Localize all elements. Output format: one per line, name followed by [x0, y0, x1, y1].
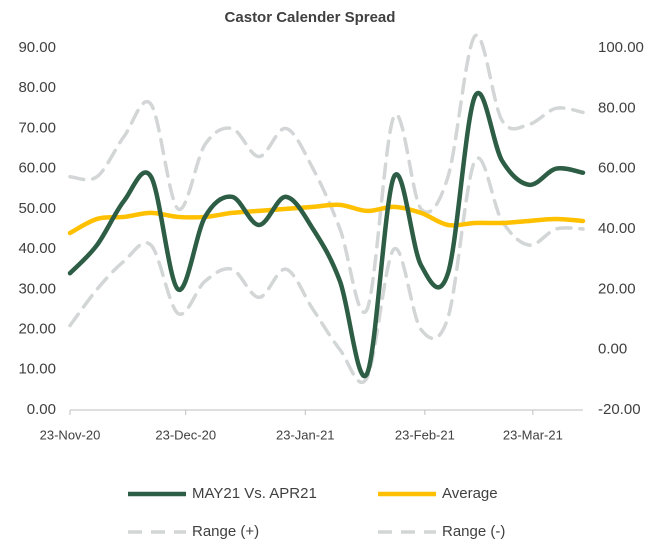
y-tick-label: 20.00	[18, 321, 56, 338]
legend-label: Range (+)	[192, 523, 259, 540]
y2-tick-label: 40.00	[598, 220, 636, 237]
y2-tick-label: -20.00	[598, 401, 641, 418]
y-tick-label: 90.00	[18, 39, 56, 56]
chart-title: Castor Calender Spread	[225, 9, 396, 26]
x-tick-label: 23-Mar-21	[503, 427, 563, 442]
y-tick-label: 40.00	[18, 240, 56, 257]
x-tick-label: 23-Dec-20	[155, 427, 216, 442]
series-line	[68, 156, 585, 385]
legend-label: Range (-)	[442, 523, 505, 540]
y-tick-label: 10.00	[18, 361, 56, 378]
y-tick-label: 0.00	[27, 401, 56, 418]
series-line	[68, 33, 585, 315]
x-tick-label: 23-Nov-20	[40, 427, 101, 442]
legend-label: MAY21 Vs. APR21	[192, 485, 317, 502]
y2-tick-label: 100.00	[598, 39, 644, 56]
y-tick-label: 50.00	[18, 200, 56, 217]
y-tick-label: 80.00	[18, 79, 56, 96]
legend-label: Average	[442, 485, 498, 502]
y2-tick-label: 0.00	[598, 341, 627, 358]
series-line	[67, 90, 586, 379]
y-tick-label: 30.00	[18, 280, 56, 297]
series-line	[67, 202, 586, 236]
x-tick-label: 23-Jan-21	[276, 427, 335, 442]
y2-tick-label: 60.00	[598, 160, 636, 177]
y2-tick-label: 20.00	[598, 280, 636, 297]
y2-tick-label: 80.00	[598, 99, 636, 116]
y-tick-label: 60.00	[18, 160, 56, 177]
x-tick-label: 23-Feb-21	[395, 427, 455, 442]
y-tick-label: 70.00	[18, 119, 56, 136]
